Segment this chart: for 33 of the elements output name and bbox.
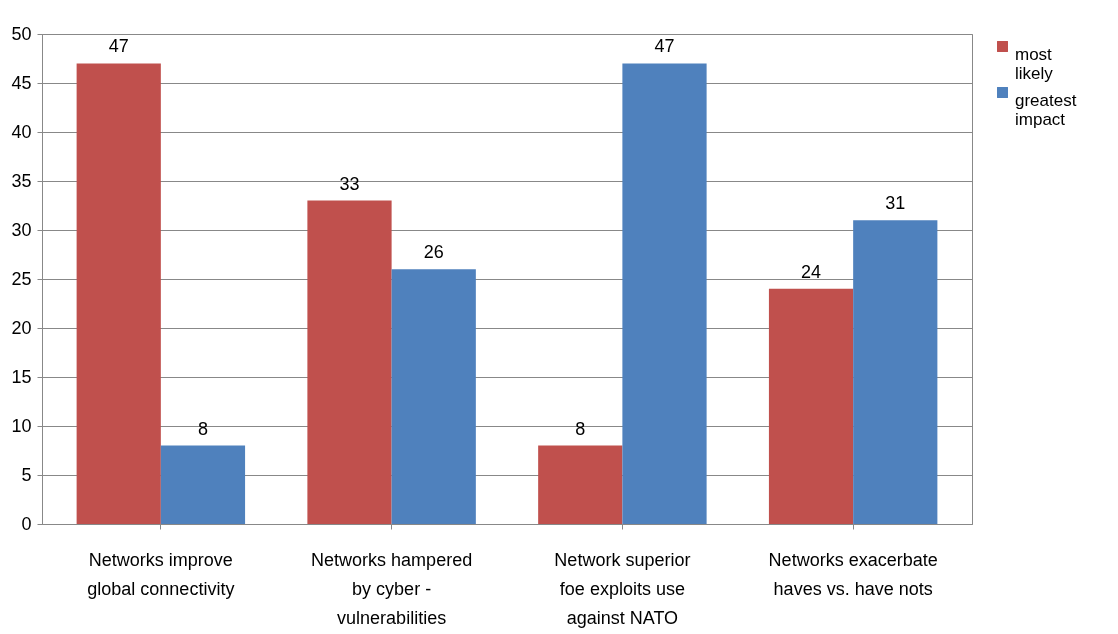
bar xyxy=(768,288,854,524)
bar xyxy=(538,445,623,524)
y-tick-label: 35 xyxy=(11,170,32,191)
y-tick-label: 5 xyxy=(21,464,32,485)
data-label: 31 xyxy=(885,193,906,214)
data-label: 47 xyxy=(654,36,675,57)
data-label: 33 xyxy=(339,173,360,194)
legend-label: most likely xyxy=(1015,44,1054,83)
data-label: 8 xyxy=(575,418,586,439)
data-label: 8 xyxy=(197,418,208,439)
legend-label: greatest impact xyxy=(1015,90,1077,129)
y-tick-label: 20 xyxy=(11,317,32,338)
x-tick-label: Networks improve global connectivity xyxy=(87,549,235,599)
x-tick-label: Networks hampered by cyber - vulnerabilities xyxy=(311,549,473,628)
y-tick-label: 0 xyxy=(21,513,32,534)
y-tick-label: 50 xyxy=(11,23,32,44)
y-tick-label: 30 xyxy=(11,219,32,240)
y-tick-label: 15 xyxy=(11,366,32,387)
bar xyxy=(307,200,392,524)
y-tick-label: 45 xyxy=(11,72,32,93)
x-tick-label: Networks exacerbate haves vs. have nots xyxy=(768,549,938,599)
bar xyxy=(160,445,246,524)
bar xyxy=(76,63,161,524)
y-tick-label: 40 xyxy=(11,121,32,142)
data-label: 47 xyxy=(108,36,129,57)
bar xyxy=(391,269,476,524)
y-tick-label: 10 xyxy=(11,415,32,436)
bar xyxy=(853,220,938,524)
bar xyxy=(622,63,707,524)
data-label: 24 xyxy=(801,261,822,282)
y-tick-label: 25 xyxy=(11,268,32,289)
x-tick-label: Network superior foe exploits use against NATO xyxy=(554,549,691,628)
data-label: 26 xyxy=(423,242,444,263)
